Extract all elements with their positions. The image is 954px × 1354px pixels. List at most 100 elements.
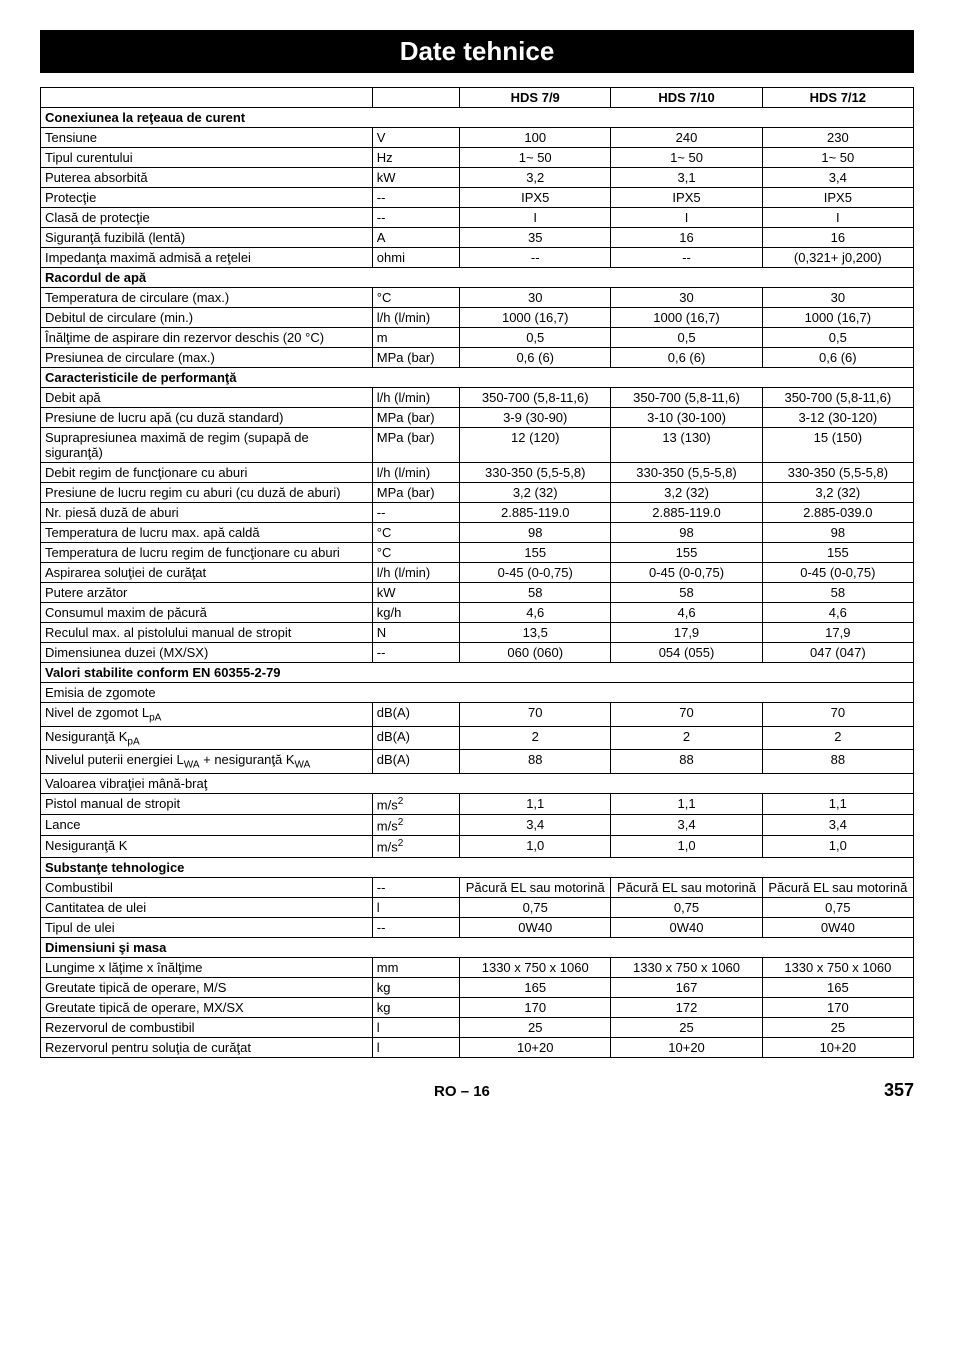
- row-unit: Hz: [372, 148, 459, 168]
- row-label: Presiune de lucru apă (cu duză standard): [41, 408, 373, 428]
- row-unit: MPa (bar): [372, 348, 459, 368]
- row-value: 170: [762, 997, 913, 1017]
- row-value: IPX5: [460, 188, 611, 208]
- row-label: Combustibil: [41, 877, 373, 897]
- row-value: 1,0: [611, 836, 762, 857]
- row-value: 1000 (16,7): [762, 308, 913, 328]
- row-value: 165: [762, 977, 913, 997]
- row-value: Păcură EL sau motorină: [611, 877, 762, 897]
- row-value: I: [762, 208, 913, 228]
- row-unit: V: [372, 128, 459, 148]
- row-value: 0,75: [460, 897, 611, 917]
- section-heading: Caracteristicile de performanţă: [41, 368, 914, 388]
- row-value: 0,6 (6): [762, 348, 913, 368]
- row-value: 3-9 (30-90): [460, 408, 611, 428]
- row-unit: l/h (l/min): [372, 563, 459, 583]
- row-value: IPX5: [611, 188, 762, 208]
- row-value: I: [611, 208, 762, 228]
- row-value: 330-350 (5,5-5,8): [762, 463, 913, 483]
- row-value: 1~ 50: [762, 148, 913, 168]
- table-row: Lungime x lăţime x înălţimemm1330 x 750 …: [41, 957, 914, 977]
- page-title: Date tehnice: [40, 30, 914, 73]
- row-label: Clasă de protecţie: [41, 208, 373, 228]
- row-label: Debitul de circulare (min.): [41, 308, 373, 328]
- row-value: (0,321+ j0,200): [762, 248, 913, 268]
- table-row: Lancem/s23,43,43,4: [41, 815, 914, 836]
- table-row: Puterea absorbităkW3,23,13,4: [41, 168, 914, 188]
- row-unit: kg: [372, 997, 459, 1017]
- row-label: Temperatura de lucru regim de funcţionar…: [41, 543, 373, 563]
- section-heading: Racordul de apă: [41, 268, 914, 288]
- row-value: 30: [460, 288, 611, 308]
- table-row: Siguranţă fuzibilă (lentă)A351616: [41, 228, 914, 248]
- table-row: Presiune de lucru regim cu aburi (cu duz…: [41, 483, 914, 503]
- table-row: Pistol manual de stropitm/s21,11,11,1: [41, 793, 914, 814]
- row-unit: kW: [372, 583, 459, 603]
- row-value: 1330 x 750 x 1060: [460, 957, 611, 977]
- table-row: Greutate tipică de operare, MX/SXkg17017…: [41, 997, 914, 1017]
- table-row: Nesiguranţă Km/s21,01,01,0: [41, 836, 914, 857]
- footer-page-number: 357: [884, 1080, 914, 1101]
- table-row: Impedanţa maximă admisă a reţeleiohmi---…: [41, 248, 914, 268]
- row-label: Lance: [41, 815, 373, 836]
- row-label: Temperatura de circulare (max.): [41, 288, 373, 308]
- row-value: 0W40: [460, 917, 611, 937]
- row-value: 0,5: [460, 328, 611, 348]
- row-unit: l: [372, 1017, 459, 1037]
- table-row: Debit apăl/h (l/min)350-700 (5,8-11,6)35…: [41, 388, 914, 408]
- row-value: Păcură EL sau motorină: [460, 877, 611, 897]
- row-value: 30: [762, 288, 913, 308]
- row-value: 35: [460, 228, 611, 248]
- row-unit: l/h (l/min): [372, 463, 459, 483]
- row-value: 1,0: [460, 836, 611, 857]
- row-label: Nesiguranţă KpA: [41, 726, 373, 750]
- row-value: 17,9: [611, 623, 762, 643]
- row-value: 047 (047): [762, 643, 913, 663]
- row-value: 2: [460, 726, 611, 750]
- row-value: 0-45 (0-0,75): [762, 563, 913, 583]
- row-value: 3-10 (30-100): [611, 408, 762, 428]
- row-value: 0-45 (0-0,75): [460, 563, 611, 583]
- row-unit: --: [372, 503, 459, 523]
- row-value: 2: [762, 726, 913, 750]
- row-value: 10+20: [460, 1037, 611, 1057]
- row-value: 170: [460, 997, 611, 1017]
- table-row: Reculul max. al pistolului manual de str…: [41, 623, 914, 643]
- row-label: Rezervorul de combustibil: [41, 1017, 373, 1037]
- row-value: 70: [460, 703, 611, 727]
- row-value: --: [460, 248, 611, 268]
- row-value: 30: [611, 288, 762, 308]
- row-value: 88: [611, 750, 762, 774]
- row-unit: --: [372, 917, 459, 937]
- row-value: 0,6 (6): [611, 348, 762, 368]
- row-value: 98: [611, 523, 762, 543]
- row-value: 100: [460, 128, 611, 148]
- row-value: IPX5: [762, 188, 913, 208]
- header-blank-1: [41, 88, 373, 108]
- section-heading: Substanţe tehnologice: [41, 857, 914, 877]
- row-value: 15 (150): [762, 428, 913, 463]
- row-unit: A: [372, 228, 459, 248]
- table-row: Presiune de lucru apă (cu duză standard)…: [41, 408, 914, 428]
- row-value: 88: [460, 750, 611, 774]
- row-label: Presiune de lucru regim cu aburi (cu duz…: [41, 483, 373, 503]
- row-label: Protecţie: [41, 188, 373, 208]
- footer-center: RO – 16: [434, 1083, 490, 1100]
- row-unit: °C: [372, 288, 459, 308]
- row-unit: °C: [372, 523, 459, 543]
- row-value: 0-45 (0-0,75): [611, 563, 762, 583]
- row-value: 0W40: [762, 917, 913, 937]
- row-label: Tipul de ulei: [41, 917, 373, 937]
- row-label: Consumul maxim de păcură: [41, 603, 373, 623]
- row-value: 17,9: [762, 623, 913, 643]
- header-model-2: HDS 7/10: [611, 88, 762, 108]
- section-heading: Valoarea vibraţiei mână-braţ: [41, 773, 914, 793]
- row-value: 2.885-119.0: [460, 503, 611, 523]
- table-row: Cantitatea de uleil0,750,750,75: [41, 897, 914, 917]
- row-value: 155: [762, 543, 913, 563]
- row-label: Pistol manual de stropit: [41, 793, 373, 814]
- row-unit: ohmi: [372, 248, 459, 268]
- row-value: 58: [460, 583, 611, 603]
- table-row: Rezervorul pentru soluţia de curăţatl10+…: [41, 1037, 914, 1057]
- row-label: Înălţime de aspirare din rezervor deschi…: [41, 328, 373, 348]
